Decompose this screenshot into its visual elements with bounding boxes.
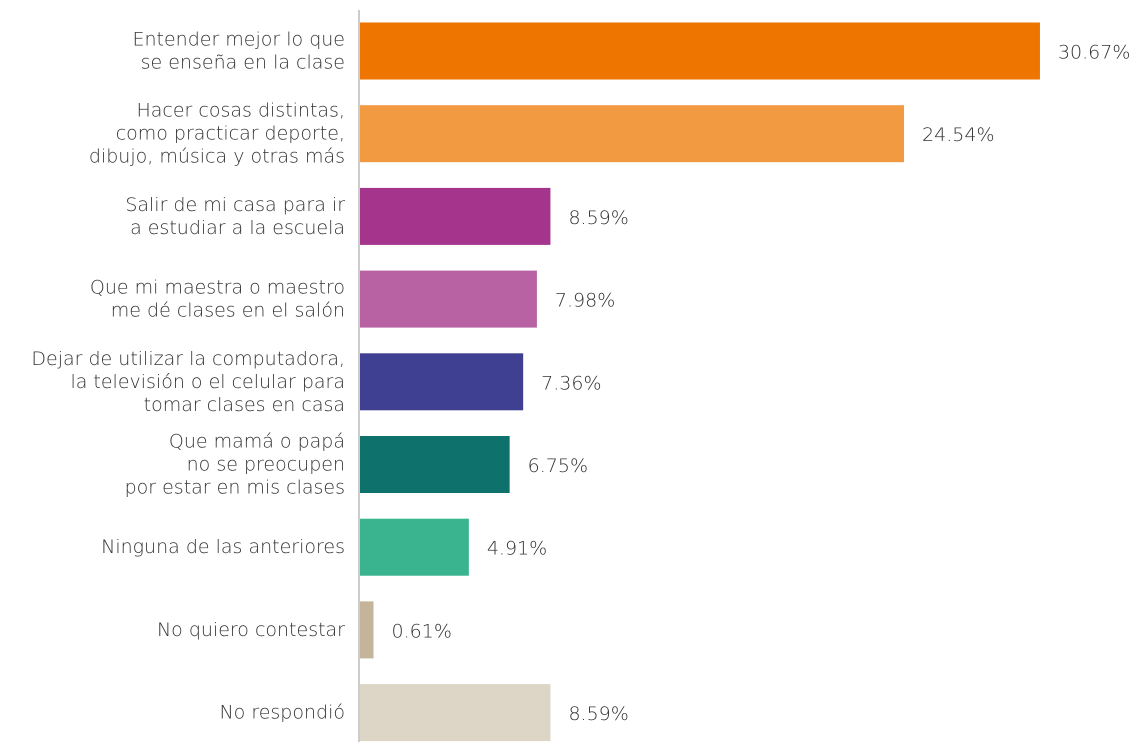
value-label: 8.59% [568,207,628,229]
value-label: 0.61% [392,620,452,642]
category-line: a estudiar a la escuela [130,216,345,238]
bar [360,436,510,493]
category-line: no se preocupen [187,453,345,475]
category-line: me dé clases en el salón [111,299,345,321]
bar [360,684,551,742]
category-line: Dejar de utilizar la computadora, [31,347,345,369]
category-label: Ninguna de las anteriores [101,536,345,558]
value-label: 7.98% [555,290,615,312]
bar [360,22,1040,80]
value-label: 7.36% [541,372,601,394]
category-line: Salir de mi casa para ir [125,193,345,215]
category-label: Entender mejor lo que se enseña en la cla… [132,28,345,73]
category-label: No quiero contestar [157,618,345,640]
bar [360,105,905,163]
category-line: la televisión o el celular para [70,370,345,392]
category-line: Que mamá o papá [169,430,345,452]
category-line: No respondió [219,701,345,723]
category-label: Que mi maestra o maestro me dé clases en … [90,276,345,321]
category-line: Ninguna de las anteriores [101,536,345,558]
category-line: Hacer cosas distintas, [136,99,345,121]
category-label: No respondió [219,701,345,723]
category-line: por estar en mis clases [125,476,345,498]
value-label: 30.67% [1058,42,1130,64]
bar [360,601,374,659]
category-label: Dejar de utilizar la computadora, la tele… [31,347,345,415]
bar [360,518,469,576]
bar [360,270,537,328]
category-label: Hacer cosas distintas, como practicar dep… [89,99,345,167]
category-line: dibujo, música y otras más [89,145,345,167]
category-line: Que mi maestra o maestro [90,276,345,298]
bar [360,187,551,245]
value-label: 24.54% [922,124,994,146]
category-line: Entender mejor lo que [132,28,345,50]
category-label: Salir de mi casa para ir a estudiar a la … [125,193,345,238]
category-line: como practicar deporte, [116,122,345,144]
category-label: Que mamá o papá no se preocupen por estar … [125,430,345,498]
value-label: 6.75% [528,455,588,477]
category-line: se enseña en la clase [141,51,345,73]
value-label: 8.59% [568,703,628,725]
value-label: 4.91% [487,538,547,560]
category-line: tomar clases en casa [144,393,345,415]
bar [360,353,524,411]
category-line: No quiero contestar [157,618,345,640]
